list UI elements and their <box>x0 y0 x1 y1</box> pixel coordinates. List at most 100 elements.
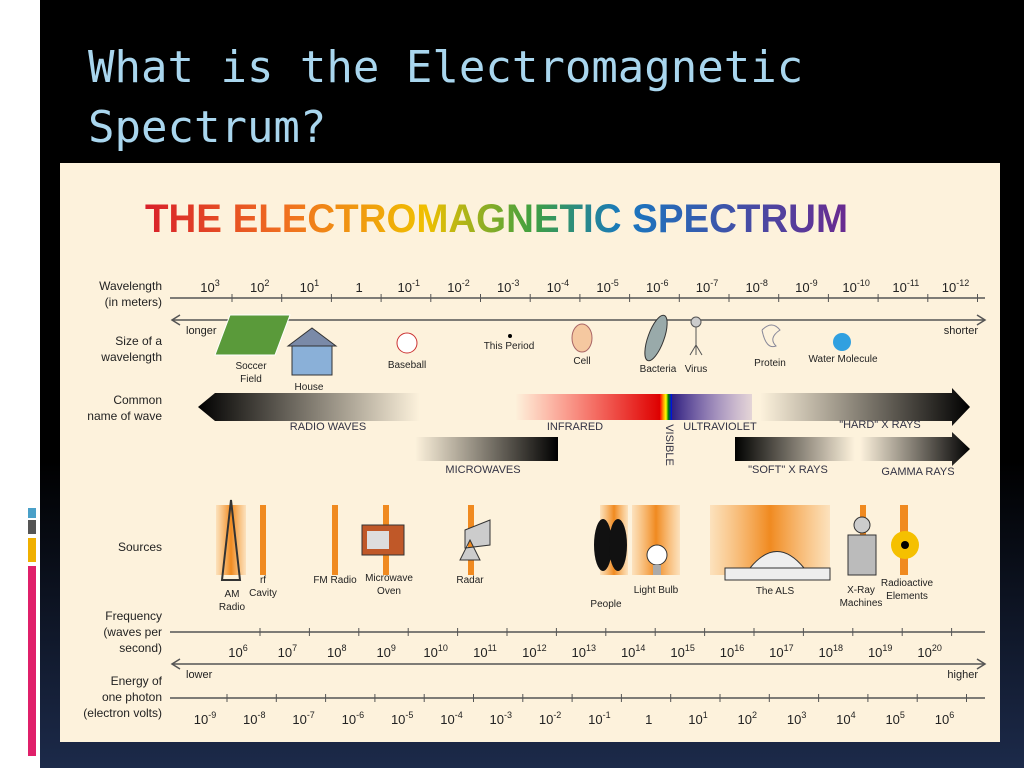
row-label: name of wave <box>87 409 162 423</box>
source-label: Microwave <box>365 573 413 584</box>
tick-label: 1017 <box>769 643 793 660</box>
tick-base: 10 <box>447 280 461 295</box>
tick-label: 10-2 <box>447 278 469 295</box>
tick-exponent: -12 <box>956 278 969 288</box>
tick-exponent: -3 <box>504 710 512 720</box>
tick-exponent: -7 <box>307 710 315 720</box>
tick-base: 10 <box>738 712 752 727</box>
size-label: Bacteria <box>640 364 677 375</box>
tick-label: 103 <box>787 710 806 727</box>
row-label: Size of a <box>115 334 162 348</box>
wave-name: VISIBLE <box>663 424 675 466</box>
tick-label: 1011 <box>473 643 497 660</box>
row-label: (waves per <box>103 625 162 639</box>
source-label: Cavity <box>249 588 277 599</box>
tick-exponent: 2 <box>264 278 269 288</box>
tick-label: 105 <box>885 710 904 727</box>
tick-exponent: -2 <box>462 278 470 288</box>
tick-base: 10 <box>200 280 214 295</box>
icons <box>214 314 919 581</box>
tick-exponent: 16 <box>734 643 744 653</box>
tick-label: 108 <box>327 643 346 660</box>
tick-label: 10-8 <box>243 710 265 727</box>
tick-base: 10 <box>440 712 454 727</box>
tick-exponent: 4 <box>851 710 856 720</box>
tick-exponent: -1 <box>603 710 611 720</box>
tick-base: 10 <box>250 280 264 295</box>
tick-base: 10 <box>278 645 292 660</box>
diagram-title: THE ELECTROMAGNETIC SPECTRUM <box>145 197 848 241</box>
tick-base: 10 <box>539 712 553 727</box>
tick-exponent: -10 <box>857 278 870 288</box>
row-label: Common <box>113 393 162 407</box>
tick-label: 10-11 <box>892 278 919 295</box>
tick-label: 10-5 <box>391 710 413 727</box>
tick-exponent: 1 <box>703 710 708 720</box>
tick-exponent: 6 <box>243 643 248 653</box>
source-label: Radio <box>219 602 246 613</box>
tick-exponent: 8 <box>342 643 347 653</box>
tick-label: 1014 <box>621 643 645 660</box>
tick-exponent: 9 <box>391 643 396 653</box>
wave-name: "HARD" X RAYS <box>839 419 921 431</box>
tick-label: 1016 <box>720 643 744 660</box>
tick-base: 10 <box>868 645 882 660</box>
row-label: (electron volts) <box>83 706 162 720</box>
tick-exponent: -6 <box>356 710 364 720</box>
source-label: FM Radio <box>313 575 357 586</box>
tick-exponent: 11 <box>488 643 497 653</box>
arrow-label: lower <box>186 669 213 681</box>
tick-label: 10-1 <box>588 710 610 727</box>
wave-name: ULTRAVIOLET <box>683 421 757 433</box>
tick-exponent: -2 <box>553 710 561 720</box>
tick-label: 1019 <box>868 643 892 660</box>
row-label: wavelength <box>100 350 162 364</box>
size-label: Baseball <box>388 360 426 371</box>
tick-exponent: 6 <box>949 710 954 720</box>
tick-exponent: -5 <box>611 278 619 288</box>
size-label: Water Molecule <box>808 354 878 365</box>
tick-label: 10-3 <box>490 710 512 727</box>
tick-label: 1 <box>355 280 362 295</box>
tick-exponent: 2 <box>752 710 757 720</box>
tick-base: 10 <box>696 280 710 295</box>
tick-exponent: -6 <box>661 278 669 288</box>
tick-label: 10-5 <box>596 278 618 295</box>
tick-base: 10 <box>194 712 208 727</box>
wave-bands <box>198 388 970 466</box>
tick-base: 10 <box>391 712 405 727</box>
tick-base: 10 <box>892 280 906 295</box>
source-label: People <box>590 599 622 610</box>
size-label: This Period <box>484 341 535 352</box>
tick-exponent: 19 <box>882 643 892 653</box>
tick-label: 1020 <box>917 643 941 660</box>
tick-base: 10 <box>819 645 833 660</box>
tick-label: 10-6 <box>342 710 364 727</box>
tick-base: 10 <box>795 280 809 295</box>
tick-base: 10 <box>398 280 412 295</box>
tick-exponent: -5 <box>405 710 413 720</box>
size-label: Protein <box>754 358 786 369</box>
tick-base: 10 <box>621 645 635 660</box>
tick-label: 10-6 <box>646 278 668 295</box>
tick-exponent: -1 <box>412 278 420 288</box>
tick-label: 102 <box>250 278 269 295</box>
tick-label: 1010 <box>423 643 447 660</box>
tick-base: 10 <box>376 645 390 660</box>
tick-base: 10 <box>670 645 684 660</box>
tick-base: 10 <box>228 645 242 660</box>
tick-exponent: 10 <box>438 643 448 653</box>
tick-exponent: -3 <box>511 278 519 288</box>
tick-label: 1015 <box>670 643 694 660</box>
tick-exponent: -9 <box>208 710 216 720</box>
tick-label: 1018 <box>819 643 843 660</box>
tick-base: 10 <box>596 280 610 295</box>
tick-label: 109 <box>376 643 395 660</box>
accent <box>28 508 36 518</box>
tick-base: 10 <box>745 280 759 295</box>
tick-label: 10-4 <box>440 710 462 727</box>
row-label: (in meters) <box>105 295 162 309</box>
tick-label: 101 <box>688 710 707 727</box>
size-label: Cell <box>573 356 590 367</box>
